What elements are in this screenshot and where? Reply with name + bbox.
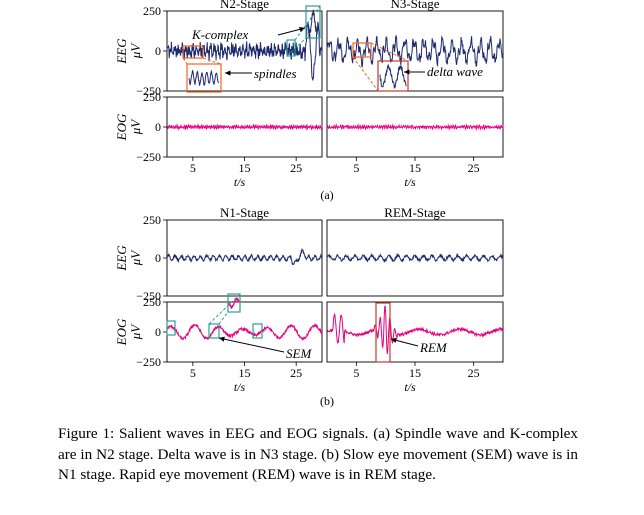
x-tick-label: 25 — [468, 161, 480, 175]
delta-source-box — [352, 42, 372, 58]
signal-trace — [166, 248, 323, 266]
panel-title: REM-Stage — [384, 205, 446, 220]
k-complex-label: K-complex — [191, 27, 249, 42]
x-tick-label: 25 — [290, 366, 302, 380]
delta-zoom-wave — [379, 63, 407, 89]
sem-zoom-wave — [228, 296, 240, 310]
y-tick-label: 0 — [155, 251, 161, 265]
x-tick-label: 5 — [190, 366, 196, 380]
sem-link — [218, 311, 229, 325]
k-complex-zoom-wave — [307, 9, 319, 35]
sem-arrow — [218, 337, 285, 353]
y-tick-label: 250 — [143, 213, 161, 227]
sem-zoom-box — [227, 293, 241, 313]
y-axis-unit: μV — [128, 323, 143, 341]
rem-box — [375, 302, 391, 363]
signal-trace — [326, 34, 504, 69]
y-tick-label: 250 — [143, 90, 161, 104]
y-tick-label: 0 — [155, 120, 161, 134]
delta-arrow-head — [404, 69, 410, 75]
spindles-zoom-wave — [188, 69, 220, 86]
x-tick-label: 25 — [468, 366, 480, 380]
signal-trace — [166, 323, 323, 341]
signal-trace — [326, 305, 504, 354]
k-complex-arrow-head — [299, 26, 305, 32]
k-complex-zoom-box — [305, 5, 321, 39]
spindles-zoom-box — [186, 63, 222, 93]
sem-box — [208, 323, 220, 339]
sem-box — [252, 323, 263, 339]
panel-label-b: (b) — [320, 394, 334, 408]
spindles-label: spindles — [254, 66, 297, 81]
y-tick-label: −250 — [136, 150, 161, 164]
sem-arrow-head — [219, 336, 225, 342]
rem-label: REM — [419, 340, 448, 355]
delta-link — [370, 42, 409, 62]
plot-frame — [326, 10, 504, 92]
x-tick-label: 15 — [409, 366, 421, 380]
y-axis-name: EEG — [114, 245, 129, 272]
x-axis-label: t/s — [234, 380, 246, 394]
x-tick-label: 5 — [190, 161, 196, 175]
y-tick-label: 250 — [143, 295, 161, 309]
sem-box — [166, 320, 176, 336]
signal-trace — [166, 123, 323, 131]
spindles-arrow-head — [225, 70, 231, 76]
sem-label: SEM — [286, 346, 312, 361]
x-axis-label: t/s — [404, 380, 416, 394]
sem-link — [208, 293, 241, 325]
spindles-link — [182, 57, 188, 65]
panel-title: N2-Stage — [220, 0, 269, 11]
signal-trace — [166, 21, 323, 81]
y-tick-label: 0 — [155, 325, 161, 339]
x-tick-label: 25 — [290, 161, 302, 175]
plot-frame — [326, 301, 504, 363]
spindles-source-box — [182, 45, 204, 59]
x-tick-label: 15 — [239, 366, 251, 380]
delta-zoom-box — [377, 60, 409, 92]
y-axis-name: EOG — [114, 113, 129, 141]
panel-label-a: (a) — [320, 188, 333, 202]
rem-arrow-head — [391, 337, 397, 343]
y-tick-label: −250 — [136, 289, 161, 303]
spindles-link — [202, 57, 222, 65]
x-axis-label: t/s — [404, 175, 416, 189]
signal-trace — [326, 123, 504, 132]
panel-title: N1-Stage — [220, 205, 269, 220]
y-axis-unit: μV — [128, 118, 143, 136]
y-axis-unit: μV — [128, 42, 143, 60]
y-tick-label: 250 — [143, 4, 161, 18]
y-tick-label: −250 — [136, 84, 161, 98]
panel-title: N3-Stage — [390, 0, 439, 11]
y-tick-label: −250 — [136, 355, 161, 369]
delta-link — [352, 56, 379, 92]
x-tick-label: 15 — [409, 161, 421, 175]
signal-trace — [326, 252, 504, 263]
x-tick-label: 5 — [353, 161, 359, 175]
x-tick-label: 5 — [353, 366, 359, 380]
figure-caption: Figure 1: Salient waves in EEG and EOG s… — [58, 425, 578, 483]
y-tick-label: 0 — [155, 44, 161, 58]
y-axis-name: EEG — [114, 38, 129, 65]
x-tick-label: 15 — [239, 161, 251, 175]
x-axis-label: t/s — [234, 175, 246, 189]
y-axis-name: EOG — [114, 318, 129, 346]
delta-label: delta wave — [427, 64, 483, 79]
k-complex-link — [286, 37, 307, 57]
k-complex-link — [294, 5, 321, 41]
y-axis-unit: μV — [128, 249, 143, 267]
